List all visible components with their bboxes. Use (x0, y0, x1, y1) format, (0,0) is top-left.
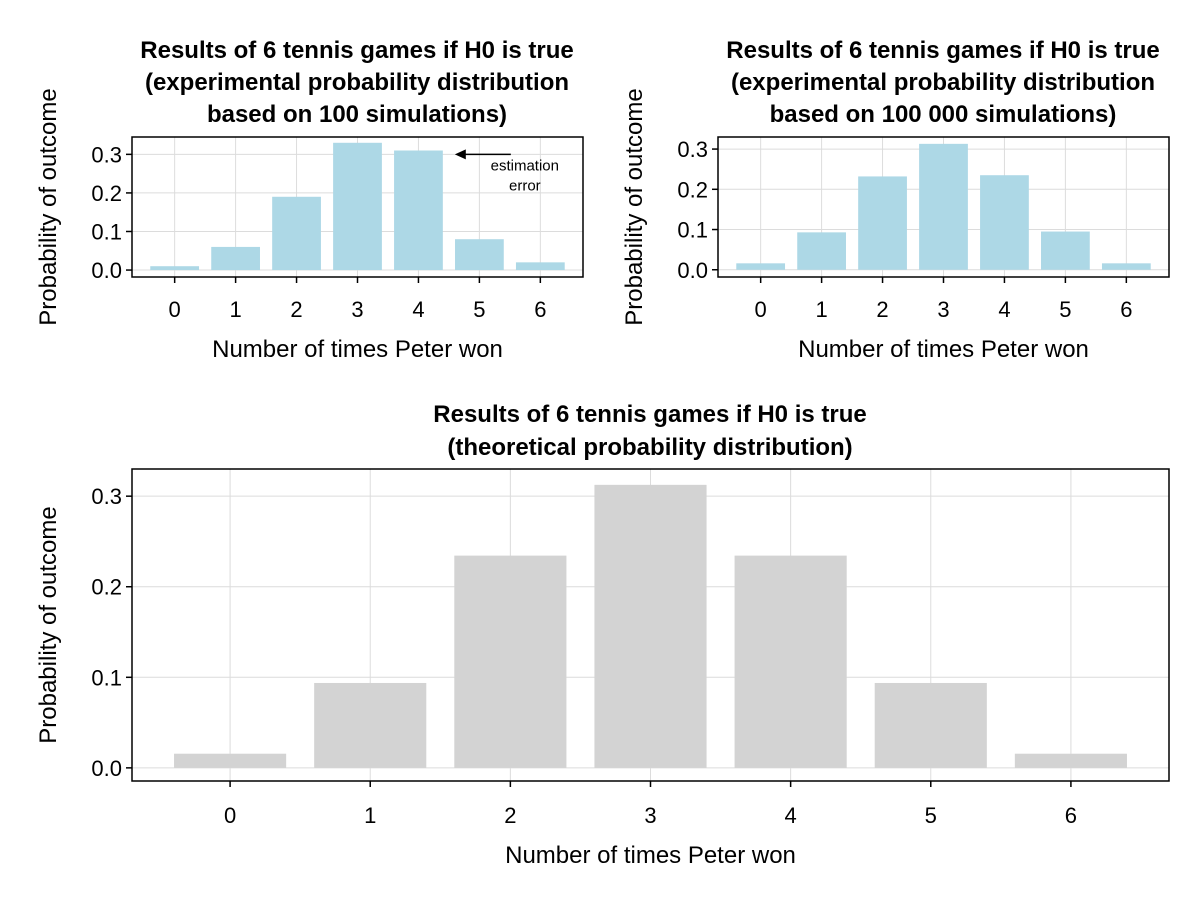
chart-experimental-100000: Results of 6 tennis games if H0 is true (… (621, 37, 1170, 363)
y-axis-label: Probability of outcome (621, 88, 648, 325)
x-tick-label: 4 (998, 297, 1010, 322)
chart-title-line: (theoretical probability distribution) (447, 434, 852, 461)
chart-experimental-100: Results of 6 tennis games if H0 is true (… (35, 37, 584, 363)
x-tick-label: 3 (644, 803, 656, 828)
annotation-text: estimation error (491, 157, 559, 194)
annotation-line: estimation (491, 157, 559, 174)
bar-1 (314, 682, 427, 768)
x-tick-label: 0 (224, 803, 236, 828)
y-tick-label: 0.0 (677, 258, 708, 283)
x-tick-label: 0 (169, 297, 181, 322)
x-tick-label: 2 (504, 803, 516, 828)
bar-3 (919, 143, 968, 270)
bar-2 (272, 196, 321, 271)
y-tick-label: 0.1 (91, 219, 122, 244)
y-tick-label: 0.0 (91, 756, 122, 781)
x-tick-label: 4 (785, 803, 797, 828)
chart-title-line: based on 100 000 simulations) (770, 101, 1117, 128)
bar-6 (515, 262, 565, 271)
bar-4 (734, 555, 847, 768)
y-tick-label: 0.1 (91, 665, 122, 690)
x-tick-label: 1 (364, 803, 376, 828)
bar-3 (333, 142, 382, 271)
bar-1 (797, 232, 846, 270)
x-tick-label: 2 (876, 297, 888, 322)
annotation-line: error (509, 177, 541, 194)
chart-title-line: Results of 6 tennis games if H0 is true (433, 401, 866, 428)
x-tick-label: 0 (755, 297, 767, 322)
chart-title-line: (experimental probability distribution (731, 69, 1155, 96)
x-tick-label: 3 (937, 297, 949, 322)
y-tick-label: 0.2 (677, 177, 708, 202)
x-tick-label: 1 (815, 297, 827, 322)
x-axis-label: Number of times Peter won (212, 336, 503, 363)
chart-title-line: (experimental probability distribution (145, 69, 569, 96)
y-axis-label: Probability of outcome (35, 506, 62, 743)
x-tick-label: 5 (1059, 297, 1071, 322)
x-tick-label: 5 (925, 803, 937, 828)
x-axis-label: Number of times Peter won (505, 842, 796, 869)
x-tick-label: 6 (1120, 297, 1132, 322)
chart-title: Results of 6 tennis games if H0 is true (… (140, 37, 573, 128)
bar-4 (394, 150, 443, 271)
bar-3 (594, 484, 707, 768)
chart-title: Results of 6 tennis games if H0 is true (… (726, 37, 1159, 128)
bar-0 (174, 753, 287, 768)
bar-0 (150, 266, 200, 271)
x-tick-label: 4 (412, 297, 424, 322)
bar-4 (980, 175, 1029, 270)
bar-1 (211, 246, 260, 271)
bar-6 (1014, 753, 1127, 768)
bar-0 (736, 263, 786, 270)
bar-5 (1041, 231, 1090, 270)
x-tick-label: 5 (473, 297, 485, 322)
y-tick-label: 0.2 (91, 575, 122, 600)
y-tick-label: 0.2 (91, 181, 122, 206)
y-tick-label: 0.1 (677, 218, 708, 243)
x-tick-label: 3 (351, 297, 363, 322)
chart-title: Results of 6 tennis games if H0 is true (… (433, 401, 866, 461)
y-tick-label: 0.3 (91, 142, 122, 167)
annotation-arrow-head (454, 149, 466, 160)
bar-6 (1101, 263, 1151, 270)
bar-5 (874, 682, 987, 768)
x-tick-label: 1 (229, 297, 241, 322)
y-axis-label: Probability of outcome (35, 88, 62, 325)
bar-2 (454, 555, 567, 768)
y-tick-label: 0.3 (91, 484, 122, 509)
y-tick-label: 0.0 (91, 258, 122, 283)
chart-theoretical: Results of 6 tennis games if H0 is true (… (35, 401, 1170, 869)
chart-title-line: based on 100 simulations) (207, 101, 507, 128)
x-tick-label: 6 (1065, 803, 1077, 828)
x-axis-label: Number of times Peter won (798, 336, 1089, 363)
x-tick-label: 2 (290, 297, 302, 322)
x-tick-label: 6 (534, 297, 546, 322)
bar-2 (858, 176, 907, 270)
bar-5 (455, 239, 504, 271)
chart-title-line: Results of 6 tennis games if H0 is true (140, 37, 573, 64)
y-tick-label: 0.3 (677, 137, 708, 162)
chart-title-line: Results of 6 tennis games if H0 is true (726, 37, 1159, 64)
